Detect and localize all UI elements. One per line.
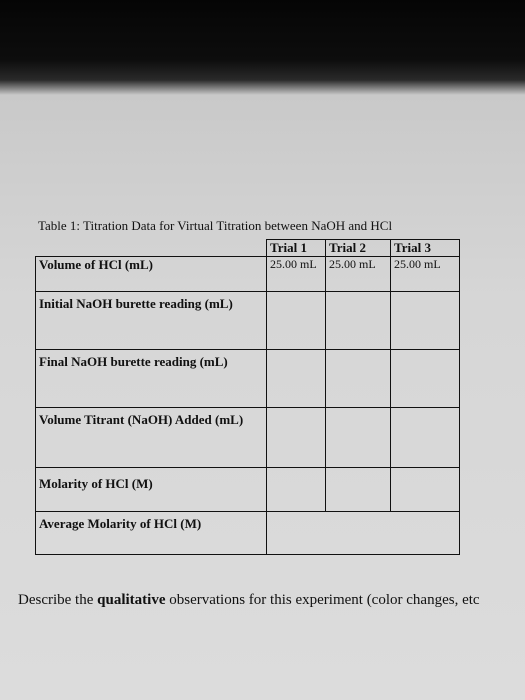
cell: 25.00 mL [390,256,460,292]
cell: 25.00 mL [325,256,391,292]
row: Volume Titrant (NaOH) Added (mL) [35,407,460,468]
row: Volume of HCl (mL) 25.00 mL 25.00 mL 25.… [35,256,460,292]
cell [390,407,460,468]
description-text: observations for this experiment (color … [165,592,480,608]
description-bold: qualitative [97,592,166,608]
row: Final NaOH burette reading (mL) [35,349,460,408]
row: Average Molarity of HCl (M) [35,511,460,555]
empty-cell [35,239,267,257]
header-cell: Trial 1 [266,239,326,257]
cell [390,291,460,350]
cell [325,467,391,512]
description-text: Describe the [18,592,98,608]
merged-cell [266,511,460,555]
row-label: Volume Titrant (NaOH) Added (mL) [35,407,267,468]
cell [325,349,391,408]
table-caption: Table 1: Titration Data for Virtual Titr… [38,218,393,233]
titration-table: Trial 1 Trial 2 Trial 3 Volume of HCl (m… [35,239,460,555]
row-label: Average Molarity of HCl (M) [35,511,267,555]
cell [325,291,391,350]
row: Molarity of HCl (M) [35,467,460,512]
description: Describe the qualitative observations fo… [18,592,525,609]
row-label: Molarity of HCl (M) [35,467,267,512]
cell [266,349,326,408]
cell [390,349,460,408]
cell [390,467,460,512]
cell: 25.00 mL [266,256,326,292]
header-row: Trial 1 Trial 2 Trial 3 [35,239,460,257]
cell [266,291,326,350]
row-label: Final NaOH burette reading (mL) [35,349,267,408]
header-cell: Trial 3 [390,239,460,257]
header-cell: Trial 2 [325,239,391,257]
row: Initial NaOH burette reading (mL) [35,291,460,350]
cell [325,407,391,468]
row-label: Initial NaOH burette reading (mL) [35,291,267,350]
row-label: Volume of HCl (mL) [35,256,267,292]
cell [266,407,326,468]
cell [266,467,326,512]
